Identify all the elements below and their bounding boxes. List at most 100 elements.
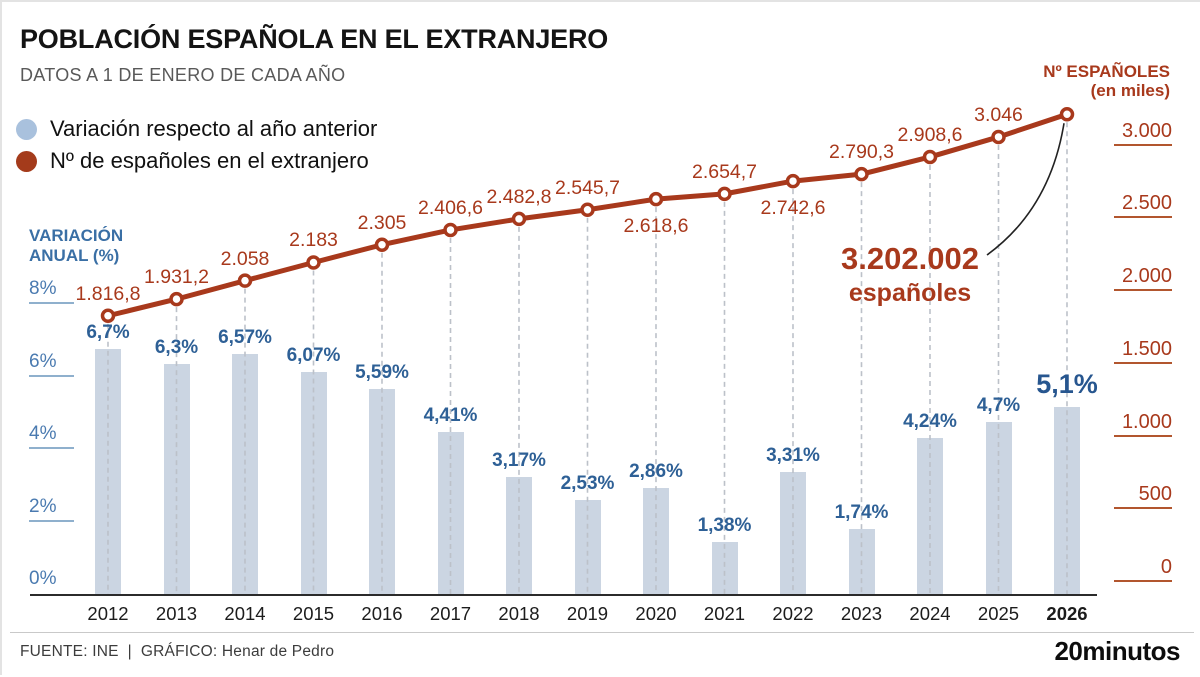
line-value-label-2020: 2.618,6	[623, 215, 689, 238]
line-marker-2015	[306, 255, 321, 270]
brand-logo: 20minutos	[1054, 636, 1180, 666]
line-marker-2016	[374, 237, 390, 252]
x-axis-year-2013: 2013	[155, 603, 198, 624]
x-axis-year-2021: 2021	[703, 603, 746, 624]
line-value-label-2024: 2.908,6	[897, 123, 963, 146]
bar-value-label-2017: 4,41%	[423, 405, 478, 427]
bar-2023	[848, 528, 875, 595]
right-axis-tick-label: 3.000	[1121, 119, 1172, 142]
line-marker-2022	[785, 173, 801, 189]
left-axis-tick-mark	[29, 447, 74, 449]
annotation-arrow	[986, 123, 1065, 256]
x-axis-year-2016: 2016	[361, 603, 403, 624]
x-axis-year-2017: 2017	[429, 603, 472, 624]
right-axis-tick-mark	[1114, 361, 1172, 364]
x-axis-line	[30, 594, 1097, 596]
credit-label: GRÁFICO: Henar de Pedro	[140, 643, 335, 660]
line-value-label-2021: 2.654,7	[691, 160, 758, 183]
right-axis-tick-label: 1.000	[1121, 410, 1172, 433]
line-marker-2026	[1059, 107, 1075, 122]
right-axis-tick-label: 2.000	[1121, 265, 1172, 288]
left-axis-tick-label: 4%	[29, 423, 57, 444]
left-axis-title-line1: VARIACIÓN	[29, 226, 124, 245]
bar-value-label-2022: 3,31%	[766, 445, 820, 466]
bar-2022	[780, 472, 806, 595]
bar-2016	[369, 389, 395, 595]
right-axis-tick-label: 1.500	[1121, 337, 1172, 360]
footer-credits: FUENTE: INE | GRÁFICO: Henar de Pedro	[20, 643, 334, 661]
line-marker-2023	[854, 166, 869, 182]
page-subtitle: DATOS A 1 DE ENERO DE CADA AÑO	[20, 65, 346, 85]
annotation-label: españoles	[848, 279, 972, 307]
line-value-label-2025: 3.046	[974, 103, 1023, 126]
left-axis-tick-mark	[29, 302, 74, 304]
bar-2012	[95, 349, 121, 595]
bar-2026	[1054, 407, 1080, 595]
right-axis-tick-mark	[1114, 289, 1172, 292]
left-axis-tick-label: 6%	[29, 350, 57, 372]
left-axis-title-line2: ANUAL (%)	[29, 246, 120, 265]
right-axis-title: Nº ESPAÑOLES (en miles)	[1043, 62, 1170, 100]
right-axis-tick-label: 2.500	[1121, 192, 1172, 215]
bar-2015	[300, 371, 327, 595]
x-axis-year-2024: 2024	[909, 603, 951, 624]
bar-2013	[163, 363, 190, 595]
right-axis-tick-mark	[1114, 216, 1172, 219]
bar-2014	[232, 353, 258, 595]
bar-series-dot-icon	[16, 118, 37, 140]
line-marker-2012	[100, 308, 116, 323]
bar-value-label-2018: 3,17%	[492, 450, 546, 472]
page-title: POBLACIÓN ESPAÑOLA EN EL EXTRANJERO	[20, 24, 609, 54]
bar-2017	[437, 432, 464, 595]
left-axis-tick-label: 8%	[29, 278, 57, 299]
line-marker-2019	[580, 202, 595, 217]
right-axis-tick-label: 500	[1138, 483, 1172, 506]
right-axis-tick-label: 0	[1160, 556, 1172, 578]
bar-2025	[985, 421, 1012, 595]
right-axis-title-line2: (en miles)	[1090, 81, 1170, 100]
bar-value-label-2016: 5,59%	[355, 362, 409, 384]
x-axis-year-2014: 2014	[224, 603, 266, 624]
line-marker-2017	[443, 222, 458, 238]
line-marker-2020	[648, 191, 664, 207]
left-axis-title: VARIACIÓN ANUAL (%)	[29, 226, 123, 266]
annotation-value: 3.202.002	[841, 241, 979, 276]
bar-value-label-2020: 2,86%	[629, 461, 683, 483]
left-axis-tick-mark	[29, 374, 74, 377]
left-axis-tick-label: 0%	[29, 568, 57, 589]
line-value-label-2022: 2.742,6	[760, 197, 826, 220]
line-series-dot-icon	[16, 150, 37, 172]
x-axis-year-2020: 2020	[635, 603, 677, 624]
line-marker-2018	[511, 211, 527, 227]
bar-2019	[574, 500, 601, 595]
x-axis-year-2012: 2012	[87, 603, 129, 624]
bar-2024	[917, 438, 943, 595]
footer-separator: |	[127, 643, 132, 660]
x-axis-year-2019: 2019	[566, 603, 609, 624]
right-axis-tick-mark	[1114, 580, 1172, 582]
line-value-label-2019: 2.545,7	[554, 176, 621, 199]
line-marker-2014	[237, 273, 253, 288]
bar-value-label-2023: 1,74%	[834, 501, 889, 523]
source-label: FUENTE: INE	[20, 643, 119, 660]
line-marker-2021	[717, 186, 732, 202]
line-marker-2025	[991, 129, 1006, 145]
x-axis-year-2025: 2025	[977, 603, 1020, 624]
x-axis-year-2022: 2022	[772, 603, 814, 624]
left-axis-tick-label: 2%	[29, 495, 57, 517]
x-axis-year-2015: 2015	[292, 603, 335, 624]
right-axis-tick-mark	[1114, 507, 1172, 510]
footer-divider	[10, 632, 1194, 633]
bar-2018	[506, 477, 532, 595]
x-axis-year-2026: 2026	[1046, 603, 1088, 624]
bar-2021	[711, 541, 738, 595]
x-axis-year-2023: 2023	[840, 603, 883, 624]
right-axis-tick-mark	[1114, 434, 1172, 437]
right-axis-title-line1: Nº ESPAÑOLES	[1043, 62, 1170, 81]
line-marker-2024	[922, 149, 938, 165]
x-axis-year-2018: 2018	[498, 603, 540, 624]
left-axis-tick-mark	[29, 519, 74, 522]
bar-2020	[643, 488, 669, 595]
